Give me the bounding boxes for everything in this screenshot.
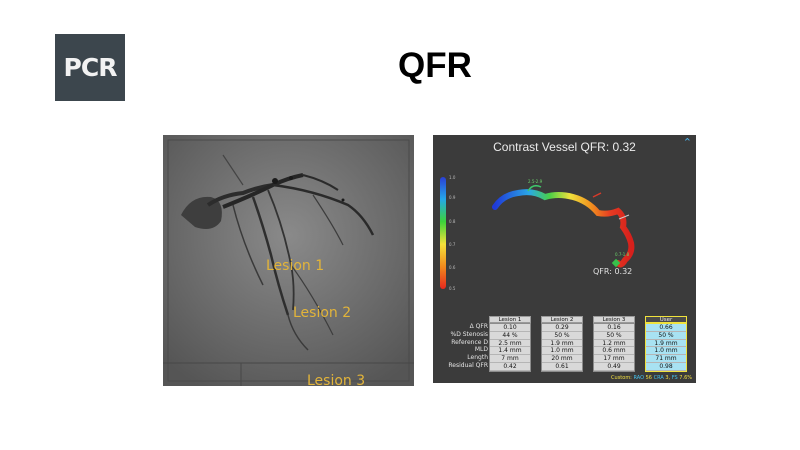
colorbar-tick: 0.5 [449, 286, 456, 291]
column-header: Lesion 1 [489, 316, 531, 323]
column-header: Lesion 3 [593, 316, 635, 323]
colorbar-tick: 0.8 [449, 219, 456, 224]
projection-footer: Custom: RAO 56 CRA 3, FS 7.6% [611, 375, 692, 381]
table-cell: 20 mm [542, 355, 582, 363]
row-label: Reference D [451, 338, 488, 346]
lesion-1-label: Lesion 1 [266, 258, 325, 274]
table-cell: 2.5 mm [490, 340, 530, 348]
table-cell: 0.49 [594, 363, 634, 371]
table-cell: 1.9 mm [542, 340, 582, 348]
table-cell: 50 % [542, 332, 582, 340]
rao-label: RAO [633, 375, 645, 381]
table-cell: 0.10 [490, 324, 530, 332]
table-cell[interactable]: 1.9 mm [646, 340, 686, 348]
slide-title: QFR [398, 46, 472, 85]
lesion-3-label: Lesion 3 [307, 373, 366, 389]
angiogram-image: Lesion 1 Lesion 2 [163, 135, 414, 386]
table-cell: 1.2 mm [594, 340, 634, 348]
qfr-value-marker: QFR: 0.32 [593, 267, 633, 276]
fs-label: FS [671, 375, 678, 381]
column-header: User [645, 316, 687, 323]
row-label: %D Stenosis [450, 330, 488, 338]
vessel-3d-model [492, 184, 635, 268]
table-cell[interactable]: 0.66 [646, 324, 686, 332]
user-column[interactable]: User 0.66 50 % 1.9 mm 1.0 mm 71 mm 0.98 [645, 316, 687, 372]
segment-label: 2.5-2.9 [528, 179, 543, 184]
row-label: Δ QFR [469, 323, 488, 330]
pcr-logo: PCR [55, 34, 125, 101]
footer-prefix: Custom: [611, 375, 632, 381]
rao-value: 56 [645, 375, 652, 381]
table-cell: 0.61 [542, 363, 582, 371]
fs-value: 7.6% [679, 375, 692, 381]
qfr-panel-title: Contrast Vessel QFR: 0.32 [493, 140, 636, 154]
table-cell[interactable]: 50 % [646, 332, 686, 340]
row-labels: Δ QFR %D Stenosis Reference D MLD Length… [438, 323, 488, 370]
row-label: Length [467, 354, 488, 362]
table-cell[interactable]: 71 mm [646, 355, 686, 363]
row-label: Residual QFR [448, 361, 488, 369]
table-cell: 44 % [490, 332, 530, 340]
table-cell[interactable]: 0.98 [646, 363, 686, 371]
colorbar-tick: 0.6 [449, 265, 456, 270]
table-cell: 0.29 [542, 324, 582, 332]
segment-label: 0.7-1.8 [615, 252, 630, 257]
table-cell[interactable]: 1.0 mm [646, 347, 686, 356]
table-cell: 17 mm [594, 355, 634, 363]
colorbar-tick: 0.9 [449, 195, 456, 200]
column-header: Lesion 2 [541, 316, 583, 323]
logo-text: PCR [63, 53, 118, 82]
table-cell: 0.42 [490, 363, 530, 371]
table-cell: 0.6 mm [594, 347, 634, 356]
qfr-panel: Contrast Vessel QFR: 0.32 ⌃ 1.0 0.9 0.8 … [433, 135, 696, 383]
colorbar-tick: 0.7 [449, 242, 456, 247]
qfr-colorbar [440, 177, 446, 289]
angiogram-vessels [163, 135, 414, 386]
cra-value: 3, [665, 375, 671, 381]
lesion-2-label: Lesion 2 [293, 305, 352, 321]
colorbar-tick: 1.0 [449, 175, 456, 180]
table-cell: 1.0 mm [542, 347, 582, 356]
cra-label: CRA [653, 375, 664, 381]
chevron-up-icon[interactable]: ⌃ [682, 136, 692, 149]
table-cell: 0.16 [594, 324, 634, 332]
lesion-1-column[interactable]: Lesion 1 0.10 44 % 2.5 mm 1.4 mm 7 mm 0.… [489, 316, 531, 372]
row-label: MLD [474, 346, 488, 354]
table-cell: 1.4 mm [490, 347, 530, 356]
lesion-2-column[interactable]: Lesion 2 0.29 50 % 1.9 mm 1.0 mm 20 mm 0… [541, 316, 583, 372]
lesion-3-column[interactable]: Lesion 3 0.16 50 % 1.2 mm 0.6 mm 17 mm 0… [593, 316, 635, 372]
table-cell: 50 % [594, 332, 634, 340]
table-cell: 7 mm [490, 355, 530, 363]
